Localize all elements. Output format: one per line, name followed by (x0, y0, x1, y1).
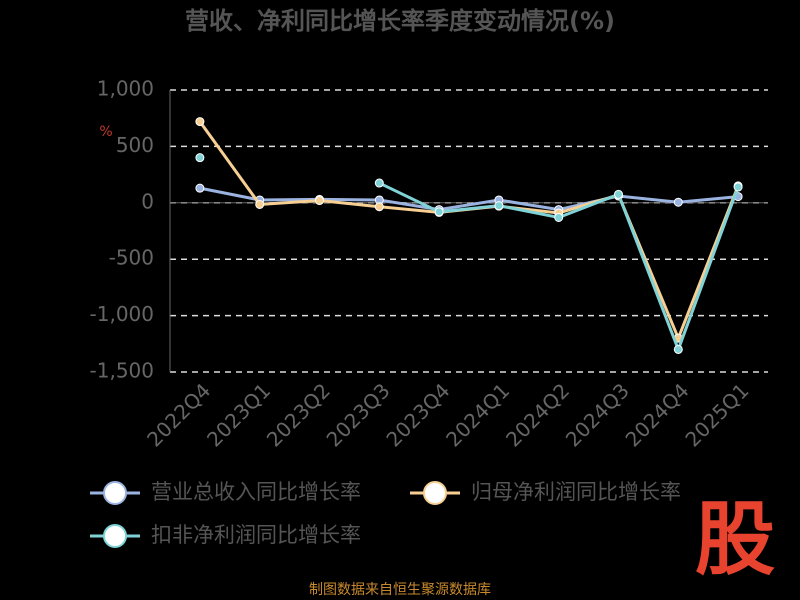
data-point (733, 182, 743, 192)
series-line (198, 120, 740, 343)
y-tick-label: -1,000 (90, 302, 154, 326)
series-line (199, 186, 739, 212)
legend-label: 营业总收入同比增长率 (151, 480, 361, 504)
y-tick-label: -500 (109, 246, 154, 270)
x-tick-label: 2023Q2 (262, 378, 335, 451)
source-note: 制图数据来自恒生聚源数据库 (309, 582, 491, 598)
y-tick-label: 0 (141, 189, 154, 213)
legend-marker (103, 481, 127, 505)
legend-marker (423, 481, 447, 505)
legend-marker (103, 524, 127, 548)
watermark: 股 (695, 493, 775, 586)
x-tick-label: 2025Q1 (680, 378, 753, 451)
x-tick-label: 2023Q3 (322, 378, 395, 451)
legend-label: 扣非净利润同比增长率 (151, 523, 361, 547)
data-point (434, 207, 444, 217)
data-point (315, 196, 324, 206)
data-point (494, 201, 504, 211)
data-point (673, 344, 683, 354)
x-tick-label: 2024Q3 (561, 378, 634, 451)
data-point (554, 212, 564, 222)
data-point (673, 197, 683, 207)
data-point (374, 202, 384, 212)
data-point (374, 178, 384, 188)
data-point (195, 117, 205, 127)
y-tick-label: -1,500 (90, 359, 154, 383)
data-point (195, 183, 205, 193)
data-point (195, 153, 205, 163)
y-tick-label: 500 (116, 133, 154, 157)
y-unit: % (99, 124, 112, 140)
x-tick-label: 2024Q1 (441, 378, 514, 451)
data-point (255, 199, 265, 209)
x-tick-label: 2024Q2 (501, 378, 574, 451)
data-point (614, 189, 623, 199)
x-tick-label: 2023Q1 (202, 378, 275, 451)
y-tick-label: 1,000 (97, 77, 154, 101)
x-tick-label: 2022Q4 (142, 378, 215, 451)
legend-label: 归母净利润同比增长率 (471, 480, 681, 504)
x-tick-label: 2024Q4 (621, 378, 694, 451)
x-tick-label: 2023Q4 (381, 378, 454, 451)
chart-title: 营收、净利同比增长率季度变动情况(%) (185, 7, 615, 35)
